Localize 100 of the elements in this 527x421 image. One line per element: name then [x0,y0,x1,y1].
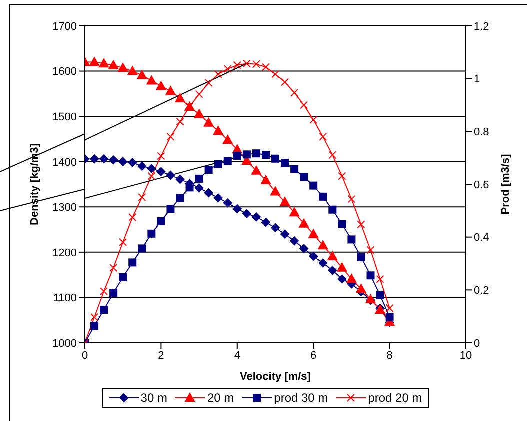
point [346,274,357,284]
point [290,208,300,217]
point [138,244,146,253]
point [309,252,318,262]
point [156,167,166,176]
y2-tick-label: 1 [474,74,480,86]
point [310,116,318,124]
y-axis-title: Density [kg/m3] [28,143,41,226]
point [366,272,375,280]
point [376,275,384,284]
point [138,193,146,202]
point [166,170,176,180]
point [214,160,222,168]
point [128,258,137,267]
point [299,218,310,228]
point [252,212,261,222]
point [252,150,260,158]
y-tick-label: 1600 [52,66,77,78]
point [357,220,366,229]
point [90,313,99,322]
point [290,88,299,97]
y2-tick-label: 0.8 [474,126,490,139]
point [319,192,328,201]
y-tick-label: 1700 [52,20,77,33]
point [128,214,137,222]
point [137,70,148,80]
point [260,175,271,184]
y2-axis-title: Prod [m3/s] [500,154,512,215]
point [348,236,356,244]
point [176,194,184,202]
point [338,274,347,284]
point [271,223,280,232]
point [366,246,375,254]
point [261,218,270,228]
point [310,182,318,190]
point [224,65,232,74]
x-tick-label: 10 [460,350,472,362]
point [356,284,366,294]
point [262,63,270,72]
point [195,174,204,183]
point [166,86,176,96]
point [146,76,157,85]
y-tick-label: 1400 [52,156,77,169]
point [281,78,290,86]
point [176,175,185,184]
point [138,162,147,171]
point [308,229,319,238]
point [204,79,213,88]
point [328,252,338,261]
point [90,154,100,164]
point [148,230,156,238]
point [175,93,186,102]
point [90,322,99,330]
point [222,135,233,144]
x-axis-title: Velocity [m/s] [240,371,312,383]
y2-tick-label: 0.4 [474,232,490,244]
point [157,152,166,160]
point [214,70,222,78]
legend-label: prod 20 m [367,391,422,405]
y-tick-label: 1000 [52,338,77,350]
point [328,266,338,276]
point [176,118,184,126]
point [242,209,252,218]
point [232,204,242,214]
point [290,165,299,174]
y2-tick-label: 0.2 [474,285,490,298]
point [280,197,290,206]
x-tick-label: 6 [310,350,317,362]
point [318,258,328,268]
point [328,151,337,160]
y-tick-label: 1200 [52,247,77,260]
x-tick-label: 2 [158,350,164,362]
point [204,118,214,127]
point [110,264,118,272]
point [270,186,280,196]
point [376,291,384,300]
point [386,313,394,322]
point [280,230,290,239]
point [100,154,109,164]
point [128,158,138,168]
point [348,195,356,204]
point [318,240,328,250]
point [204,188,214,198]
point [338,172,346,180]
point [110,289,118,298]
x-tick-label: 8 [386,350,393,362]
y2-tick-label: 0 [474,338,480,350]
point [242,150,251,159]
point [300,173,308,182]
y-tick-label: 1500 [52,111,77,124]
point [290,236,300,246]
point [195,90,204,98]
legend-label: 20 m [206,391,234,405]
point [118,157,128,166]
point [300,101,308,110]
point [319,132,328,141]
point [156,81,166,90]
point [166,205,175,214]
point [119,238,128,246]
point [166,132,175,141]
